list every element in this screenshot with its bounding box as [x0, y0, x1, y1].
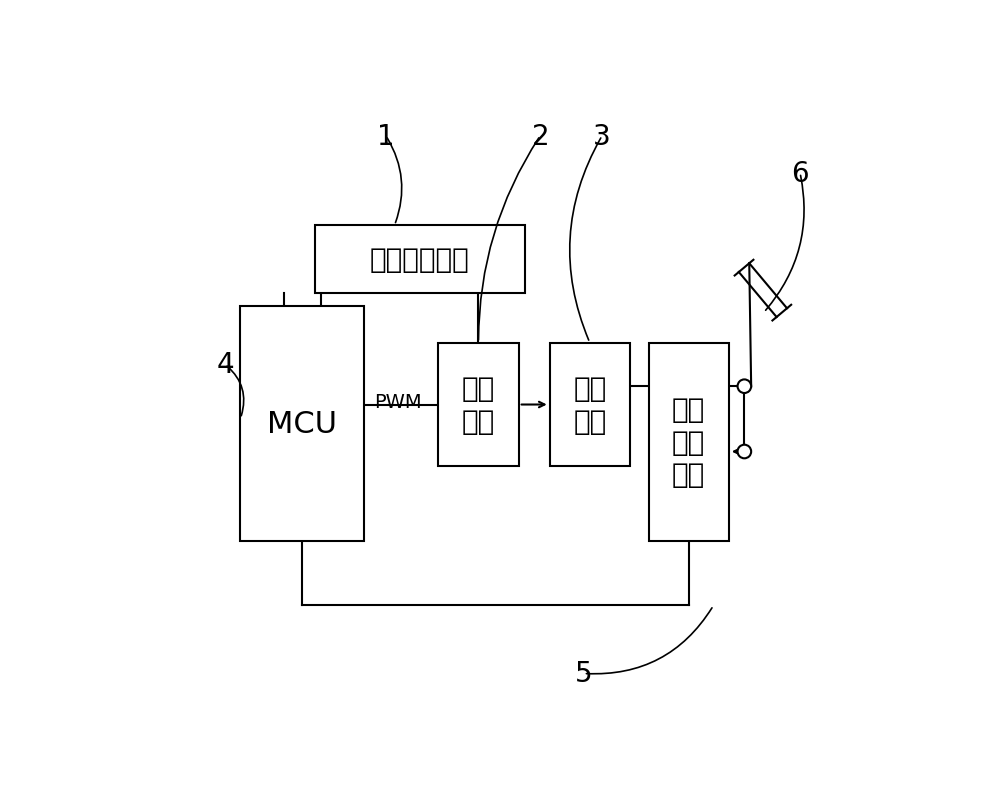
- Text: 4: 4: [216, 351, 234, 379]
- Text: 5: 5: [575, 660, 592, 687]
- Bar: [649, 343, 729, 541]
- Bar: [438, 343, 519, 467]
- Text: 电流
反馈
电路: 电流 反馈 电路: [672, 395, 705, 488]
- Bar: [240, 306, 364, 541]
- Circle shape: [738, 445, 751, 459]
- Bar: [315, 226, 525, 294]
- Bar: [550, 343, 630, 467]
- Text: 1: 1: [377, 123, 395, 150]
- Text: 2: 2: [532, 123, 549, 150]
- Text: 6: 6: [791, 160, 809, 188]
- Text: 驱动
电路: 驱动 电路: [462, 375, 495, 435]
- Text: 3: 3: [593, 123, 611, 150]
- Text: 升压
电路: 升压 电路: [573, 375, 606, 435]
- Text: 电源供电电路: 电源供电电路: [370, 246, 470, 273]
- Circle shape: [738, 380, 751, 394]
- Text: MCU: MCU: [267, 409, 337, 438]
- Text: PWM: PWM: [374, 392, 422, 411]
